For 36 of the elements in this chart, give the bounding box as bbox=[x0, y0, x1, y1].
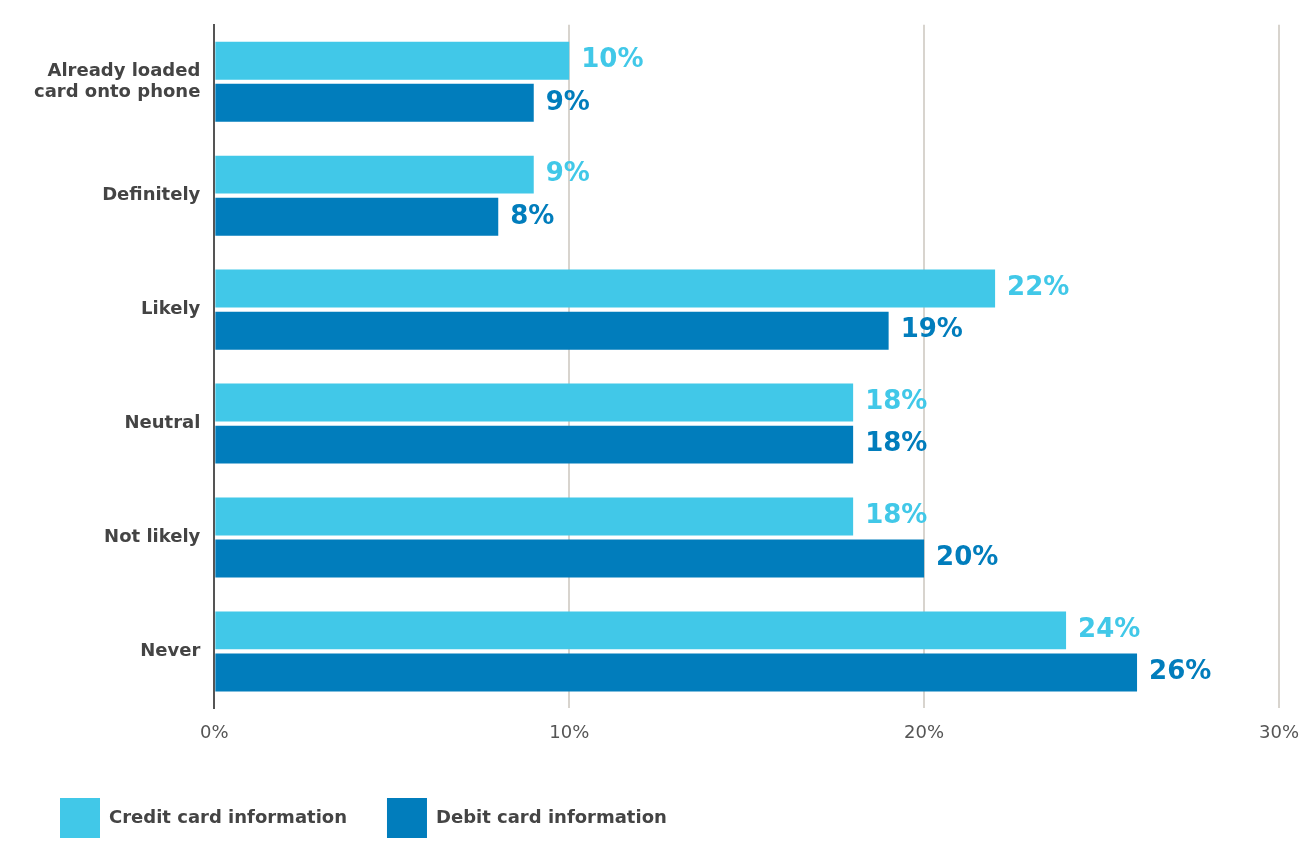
y-tick-label: Not likely bbox=[104, 525, 201, 547]
data-label: 22% bbox=[1007, 271, 1070, 302]
data-label: 18% bbox=[865, 385, 928, 416]
y-tick-label: Neutral bbox=[124, 411, 201, 433]
x-tick-label: 30% bbox=[1258, 720, 1299, 742]
y-tick-label: Definitely bbox=[102, 183, 201, 205]
data-label: 26% bbox=[1149, 655, 1212, 686]
data-label: 20% bbox=[936, 541, 999, 572]
data-label: 18% bbox=[865, 427, 928, 458]
bar bbox=[215, 539, 925, 578]
bar bbox=[215, 41, 570, 80]
bar bbox=[215, 653, 1138, 692]
bar bbox=[215, 269, 996, 308]
bar bbox=[215, 611, 1067, 650]
bar bbox=[215, 383, 854, 422]
legend-label: Debit card information bbox=[435, 805, 667, 827]
data-label: 19% bbox=[900, 313, 963, 344]
legend-label: Credit card information bbox=[109, 805, 347, 827]
bar bbox=[215, 311, 889, 350]
data-label: 18% bbox=[865, 499, 928, 530]
y-tick-label: Likely bbox=[141, 297, 201, 319]
x-tick-label: 20% bbox=[904, 720, 945, 742]
data-label: 10% bbox=[581, 43, 644, 74]
y-tick-label: Already loaded card onto phone bbox=[33, 58, 201, 102]
bar bbox=[215, 497, 854, 536]
data-label: 9% bbox=[545, 85, 590, 116]
bar bbox=[215, 197, 499, 236]
bar bbox=[215, 425, 854, 464]
bar bbox=[215, 155, 534, 194]
data-label: 8% bbox=[510, 199, 555, 230]
x-tick-label: 10% bbox=[549, 720, 590, 742]
y-tick-label: Never bbox=[140, 639, 201, 661]
data-label: 24% bbox=[1078, 613, 1141, 644]
bar bbox=[215, 83, 534, 122]
data-label: 9% bbox=[545, 157, 590, 188]
x-tick-label: 0% bbox=[200, 720, 229, 742]
